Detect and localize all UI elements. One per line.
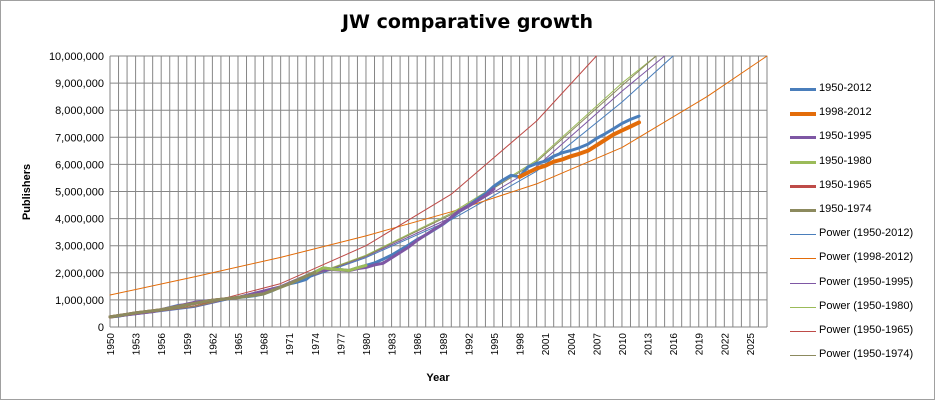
legend-item: Power (1950-1980) — [785, 300, 933, 324]
x-tick-label: 1971 — [285, 333, 296, 356]
legend-label: 1998-2012 — [819, 106, 872, 119]
legend-label: Power (1950-1980) — [819, 299, 914, 312]
x-tick-label: 1959 — [183, 333, 194, 356]
legend-item: Power (1998-2012) — [785, 251, 933, 275]
series-line-1998-2012 — [517, 120, 641, 179]
y-tick-labels: 0 1,000,000 2,000,000 3,000,000 4,000,000 5,0… — [49, 51, 104, 334]
legend-item: Power (1950-1965) — [785, 324, 933, 348]
series-line-power-1998-2012 — [109, 55, 768, 296]
legend-item: Power (1950-1995) — [785, 276, 933, 300]
legend-item: 1950-1965 — [785, 179, 933, 203]
x-tick-label: 2016 — [669, 333, 680, 356]
legend-item: Power (1950-1974) — [785, 348, 933, 372]
legend-label: Power (1950-1974) — [819, 348, 914, 361]
y-tick-label: 9,000,000 — [55, 78, 104, 90]
legend-label: 1950-2012 — [819, 82, 872, 94]
legend-swatch — [790, 330, 816, 332]
series-line-power-1950-1995 — [109, 55, 666, 319]
x-tick-label: 1965 — [234, 333, 245, 356]
legend-swatch — [790, 355, 816, 357]
x-tick-label: 1998 — [516, 333, 527, 356]
series-line-1950-1974 — [108, 270, 317, 319]
x-tick-label: 2007 — [592, 333, 603, 356]
y-tick-label: 0 — [98, 322, 104, 334]
legend-label: 1950-1965 — [819, 178, 872, 191]
legend-item: 1950-1980 — [785, 155, 933, 179]
legend-label: 1950-1995 — [819, 130, 872, 143]
y-axis-label: Publishers — [21, 164, 33, 220]
series-line-1950-1995 — [108, 187, 496, 319]
x-tick-label: 2013 — [644, 333, 655, 356]
x-tick-label: 2022 — [720, 333, 731, 356]
x-tick-label: 1980 — [362, 333, 373, 356]
legend-swatch — [790, 88, 816, 91]
x-tick-label: 1995 — [490, 333, 501, 356]
legend: 1950-2012 1998-2012 1950-1995 1950-1980 1950… — [785, 82, 933, 372]
x-tick-label: 2004 — [567, 333, 578, 356]
legend-swatch — [790, 160, 816, 164]
legend-swatch — [790, 282, 816, 284]
x-tick-label: 1977 — [336, 333, 347, 356]
legend-item: 1950-1974 — [785, 203, 933, 227]
legend-item: 1950-2012 — [785, 82, 933, 106]
legend-swatch — [790, 184, 816, 188]
legend-label: Power (1950-2012) — [819, 227, 914, 240]
x-axis-label: Year — [426, 372, 450, 384]
y-tick-label: 10,000,000 — [49, 51, 104, 63]
x-tick-label: 2010 — [618, 333, 629, 356]
y-tick-label: 3,000,000 — [55, 241, 104, 253]
x-tick-label: 2019 — [695, 333, 706, 356]
legend-item: 1998-2012 — [785, 106, 933, 130]
legend-label: Power (1950-1995) — [819, 275, 914, 288]
chart-title: JW comparative growth — [341, 11, 594, 33]
legend-swatch — [790, 208, 816, 212]
legend-label: Power (1950-1965) — [819, 323, 914, 336]
plot-lines — [108, 55, 768, 319]
x-tick-label: 1956 — [157, 333, 168, 356]
x-tick-label: 2025 — [746, 333, 757, 356]
legend-label: 1950-1974 — [819, 202, 872, 215]
legend-swatch — [790, 112, 816, 117]
gridlines — [109, 55, 768, 328]
x-tick-label: 1968 — [260, 333, 271, 356]
legend-item: 1950-1995 — [785, 130, 933, 154]
y-tick-label: 8,000,000 — [55, 105, 104, 117]
legend-swatch — [790, 306, 816, 308]
legend-label: 1950-1980 — [819, 154, 872, 167]
y-tick-label: 6,000,000 — [55, 159, 104, 171]
y-tick-label: 2,000,000 — [55, 268, 104, 280]
x-tick-label: 2001 — [541, 333, 552, 356]
legend-swatch — [790, 136, 816, 140]
y-tick-label: 4,000,000 — [55, 214, 104, 226]
y-tick-label: 7,000,000 — [55, 132, 104, 144]
legend-label: Power (1998-2012) — [819, 251, 914, 264]
x-tick-label: 1986 — [413, 333, 424, 356]
series-line-power-1950-1974 — [109, 55, 657, 318]
x-tick-label: 1983 — [388, 333, 399, 356]
legend-swatch — [790, 258, 816, 260]
x-tick-label: 1953 — [132, 333, 143, 356]
x-tick-label: 1950 — [106, 333, 117, 356]
legend-item: Power (1950-2012) — [785, 227, 933, 251]
x-tick-label: 1992 — [464, 333, 475, 356]
x-tick-label: 1974 — [311, 333, 322, 356]
y-tick-label: 5,000,000 — [55, 187, 104, 199]
x-tick-label: 1962 — [208, 333, 219, 356]
axes — [109, 56, 767, 328]
x-tick-label: 1989 — [439, 333, 450, 356]
y-tick-label: 1,000,000 — [55, 295, 104, 307]
x-tick-labels: 1950 1953 1956 1959 1962 1965 1968 1971 1974 1977… — [106, 333, 757, 356]
legend-swatch — [790, 234, 816, 236]
